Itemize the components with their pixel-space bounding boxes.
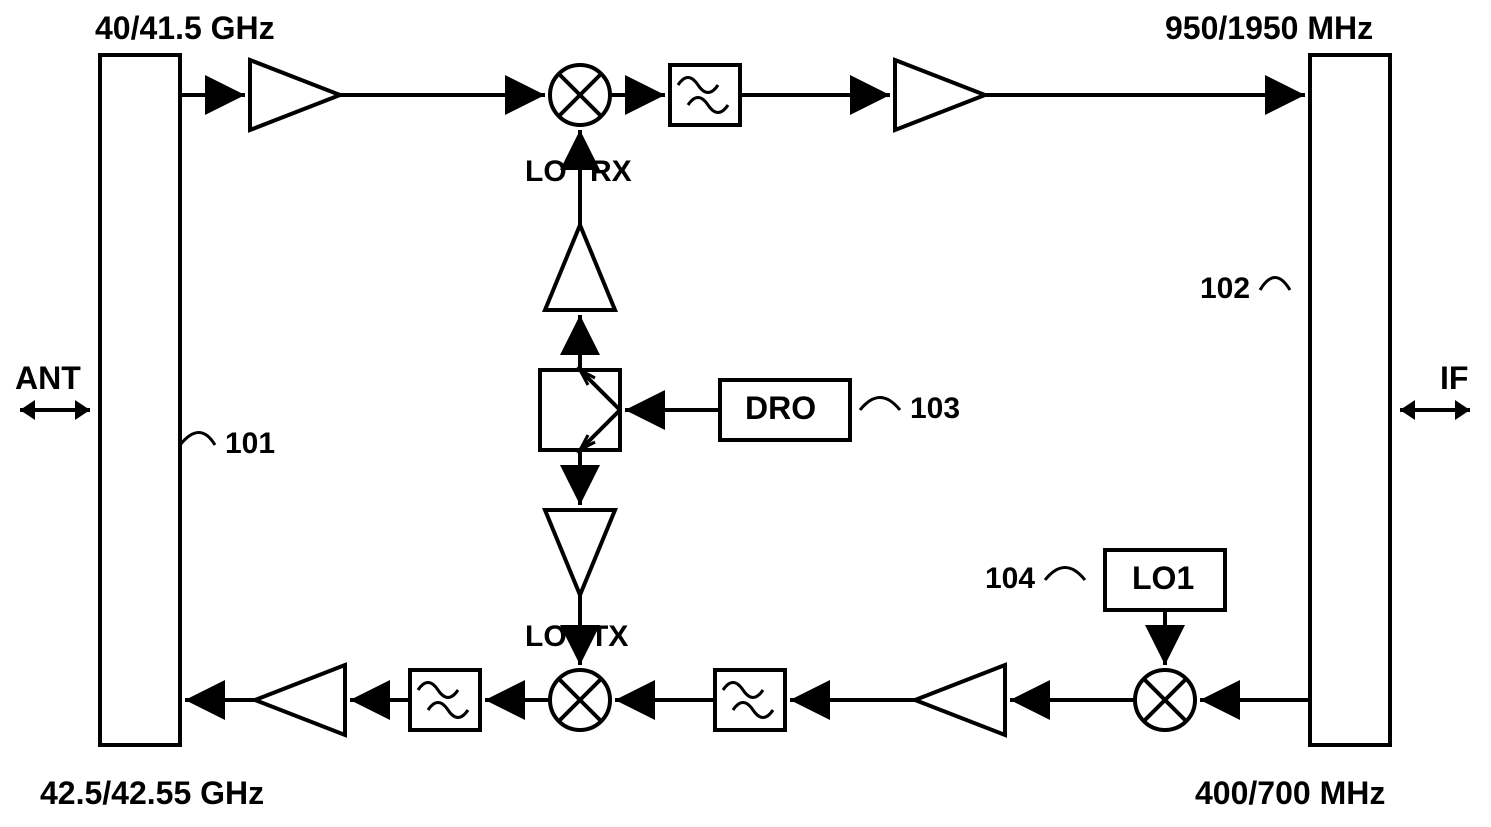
ant-label: ANT xyxy=(15,360,81,397)
bottom-left-freq-label: 42.5/42.55 GHz xyxy=(40,775,264,812)
ref-102-label: 102 xyxy=(1200,272,1250,306)
lo-rx-amplifier xyxy=(545,225,615,310)
tx-bandpass-filter-1 xyxy=(410,670,480,730)
lo-rx-label-lo: LO xyxy=(525,155,567,189)
left-diplexer-block xyxy=(100,55,180,745)
ref-104-label: 104 xyxy=(985,562,1035,596)
lo-tx-label-lo: LO xyxy=(525,620,567,654)
dro-label: DRO xyxy=(745,390,816,427)
tx-amplifier-1 xyxy=(915,665,1005,735)
lo1-label: LO1 xyxy=(1132,560,1194,597)
top-left-freq-label: 40/41.5 GHz xyxy=(95,10,275,47)
ref-103-label: 103 xyxy=(910,392,960,426)
rx-amplifier-1 xyxy=(250,60,340,130)
top-right-freq-label: 950/1950 MHz xyxy=(1165,10,1373,47)
tx-amplifier-2 xyxy=(255,665,345,735)
if-label: IF xyxy=(1440,360,1468,397)
lo-tx-label-tx: TX xyxy=(590,620,628,654)
right-diplexer-block xyxy=(1310,55,1390,745)
bottom-right-freq-label: 400/700 MHz xyxy=(1195,775,1385,812)
lo-splitter xyxy=(540,370,620,450)
rx-bandpass-filter xyxy=(670,65,740,125)
lo-tx-amplifier xyxy=(545,510,615,595)
lo-rx-label-rx: RX xyxy=(590,155,632,189)
tx-bandpass-filter-2 xyxy=(715,670,785,730)
rx-amplifier-2 xyxy=(895,60,985,130)
ref-101-label: 101 xyxy=(225,427,275,461)
